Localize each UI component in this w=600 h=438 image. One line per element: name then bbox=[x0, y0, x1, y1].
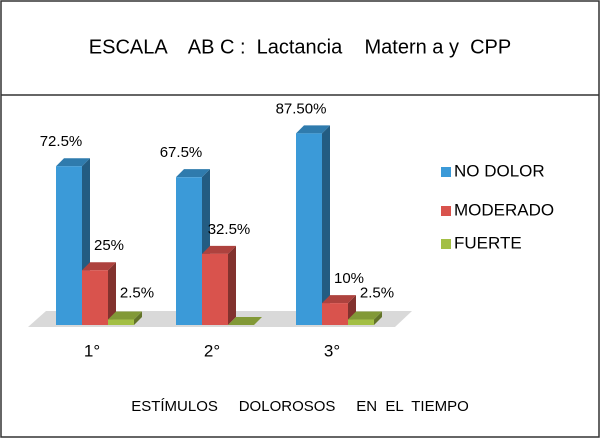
bar-top bbox=[176, 169, 210, 178]
legend-swatch bbox=[441, 239, 451, 249]
value-label: 32.5% bbox=[208, 221, 251, 238]
chart-title: ESCALA AB C : Lactancia Matern a y CPP bbox=[89, 36, 511, 58]
bar bbox=[108, 319, 134, 325]
bar-side bbox=[134, 311, 142, 325]
value-label: 2.5% bbox=[360, 284, 394, 301]
bar bbox=[82, 270, 108, 325]
legend-label: MODERADO bbox=[454, 200, 554, 219]
bar-top bbox=[56, 158, 90, 167]
value-label: 87.50% bbox=[276, 100, 327, 117]
value-label: 25% bbox=[94, 237, 124, 254]
bar-top bbox=[82, 262, 116, 271]
value-label: 10% bbox=[334, 270, 364, 287]
value-label: 67.5% bbox=[160, 144, 203, 161]
legend-swatch bbox=[441, 206, 451, 216]
legend-label: FUERTE bbox=[454, 233, 522, 252]
x-axis-label: ESTÍMULOS DOLOROSOS EN EL TIEMPO bbox=[131, 398, 469, 415]
bar-side bbox=[374, 311, 382, 325]
x-tick-label: 3° bbox=[324, 341, 340, 360]
bar bbox=[56, 166, 82, 325]
legend-label: NO DOLOR bbox=[454, 161, 545, 180]
bar bbox=[296, 133, 322, 325]
value-label: 72.5% bbox=[40, 133, 83, 150]
bar-side bbox=[228, 245, 236, 325]
bar bbox=[322, 303, 348, 325]
x-tick-label: 2° bbox=[204, 341, 220, 360]
value-label: 2.5% bbox=[120, 284, 154, 301]
bar-top bbox=[108, 311, 142, 320]
bar bbox=[202, 253, 228, 325]
bar-side bbox=[108, 262, 116, 325]
bar-top bbox=[296, 125, 330, 134]
bar-top bbox=[228, 317, 262, 325]
x-tick-label: 1° bbox=[84, 341, 100, 360]
bar bbox=[176, 177, 202, 325]
bar-side bbox=[322, 125, 330, 325]
bar-top bbox=[202, 245, 236, 254]
bar-top bbox=[322, 295, 356, 304]
bar-top bbox=[348, 311, 382, 320]
bar bbox=[348, 319, 374, 325]
legend-swatch bbox=[441, 167, 451, 177]
